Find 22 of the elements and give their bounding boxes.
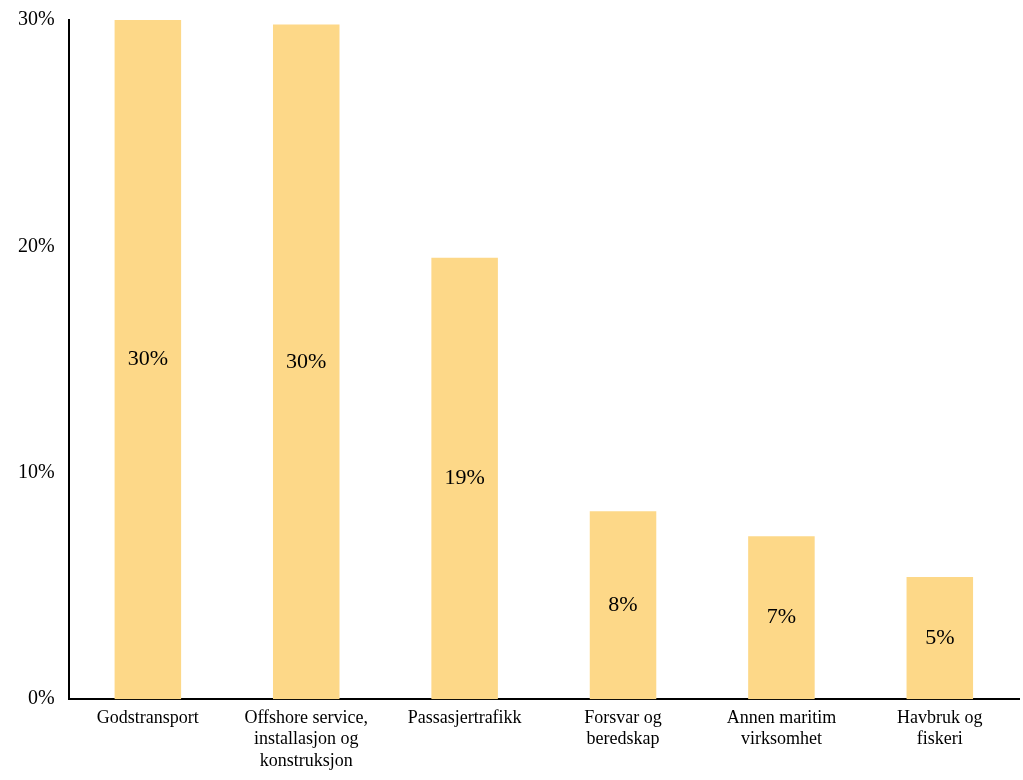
data-label: 30% [127,345,169,371]
data-label: 7% [766,603,797,629]
data-label: 30% [286,347,327,373]
bar [906,576,974,700]
x-tick-label: Forsvar og beredskap [584,706,662,749]
x-tick-label: Offshore service, installasjon og konstruksjon [244,706,369,770]
x-tick-label: Godstransport [96,706,199,727]
y-tick-label: 0% [27,686,55,709]
bar [589,511,657,700]
x-tick-label: Passasjertrafikk [407,706,522,727]
bar [748,536,815,700]
bar [114,20,182,700]
data-label: 5% [925,623,955,649]
y-tick-label: 30% [17,7,55,30]
data-label: 19% [444,464,485,490]
data-label: 8% [608,591,638,617]
x-tick-label: Annen maritim virksomhet [726,706,837,749]
bar [431,257,498,700]
x-tick-label: Havbruk og fiskeri [897,706,983,749]
bar [272,24,340,700]
y-tick-label: 10% [17,460,55,483]
y-tick-label: 20% [17,233,55,256]
